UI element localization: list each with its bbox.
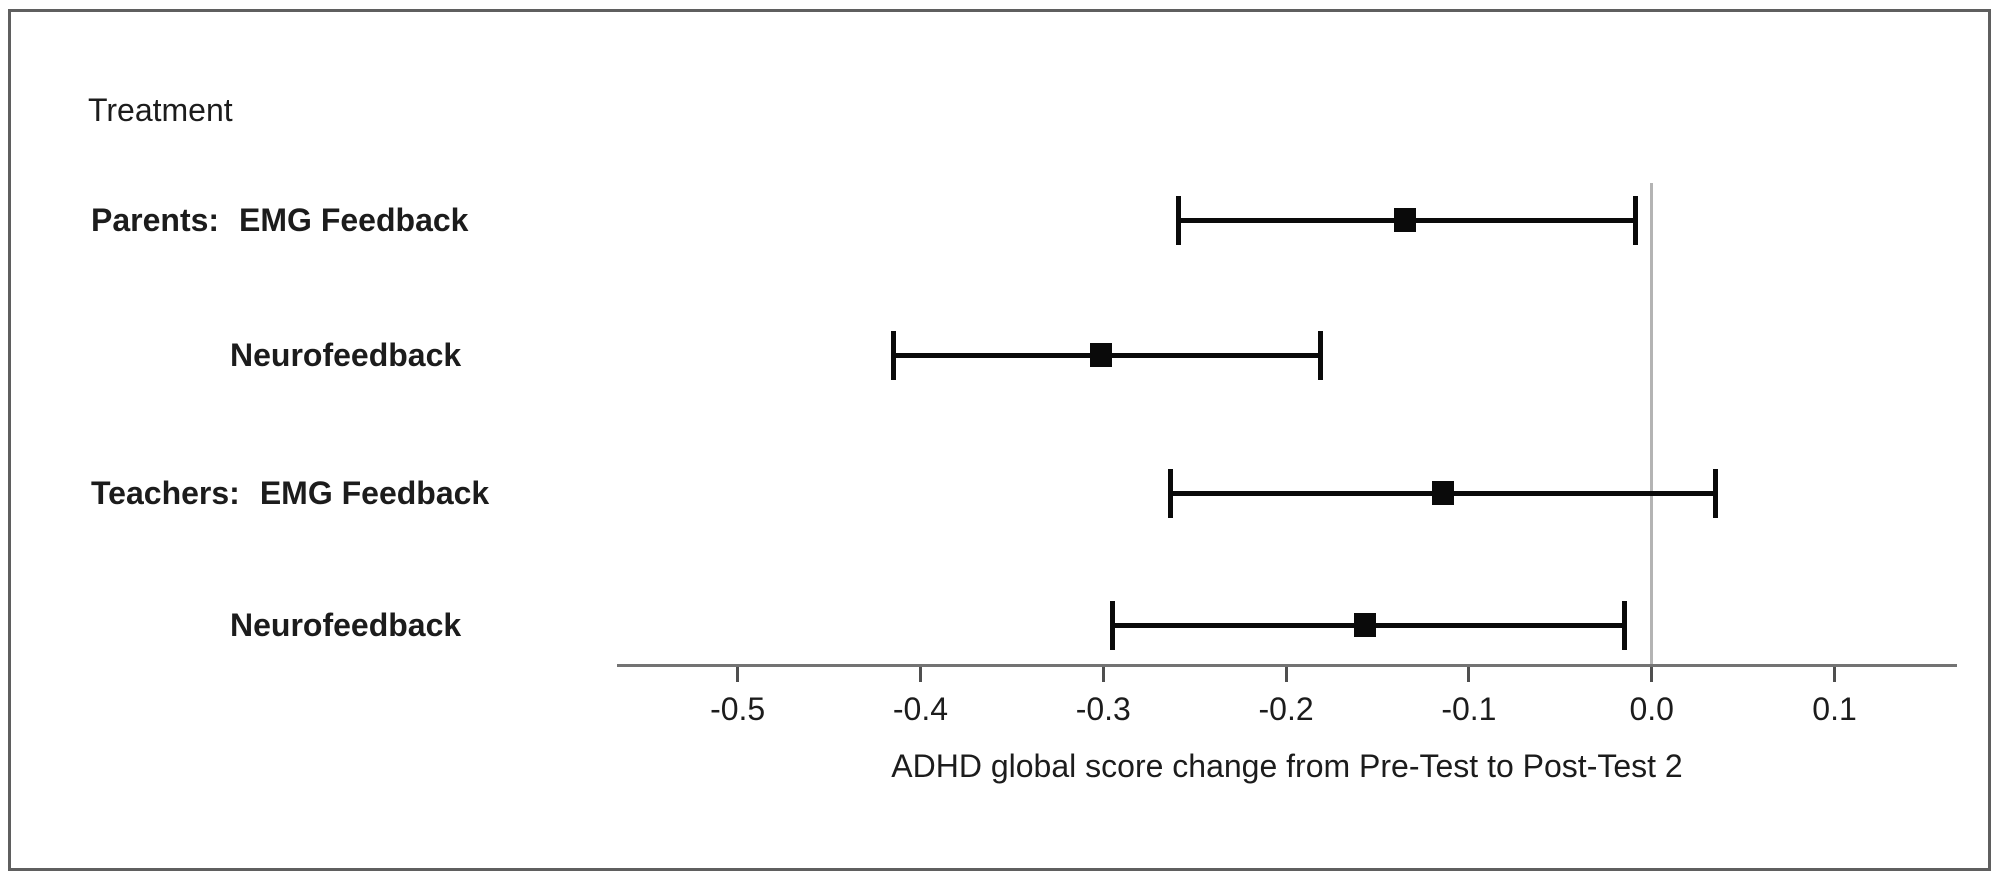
row-label: Neurofeedback [91,605,461,645]
row-label: Parents: EMG Feedback [91,200,468,240]
mean-marker [1090,343,1113,367]
x-axis-line [617,664,1957,667]
x-axis-tick [1101,667,1105,682]
group-label: Parents: [91,202,220,238]
mean-marker [1393,208,1416,232]
x-axis-tick [736,667,740,682]
treatment-label: Neurofeedback [230,337,462,373]
x-axis-tick-label: -0.3 [1075,691,1131,727]
x-axis-tick-label: -0.4 [892,691,949,727]
x-axis-tick-label: 0.0 [1629,691,1674,727]
ci-cap-high [1713,468,1719,518]
x-axis-tick-label: -0.1 [1441,691,1497,727]
x-axis-tick [1650,667,1654,682]
x-axis-title: ADHD global score change from Pre-Test t… [891,748,1683,784]
ci-cap-low [1168,468,1174,518]
treatment-label: Neurofeedback [230,607,462,643]
group-label: Teachers: [91,475,240,511]
ci-cap-low [890,330,896,380]
ci-cap-low [1175,195,1181,245]
treatment-label: EMG Feedback [259,475,490,511]
x-axis-tick-label: 0.1 [1812,691,1857,727]
ci-cap-high [1632,195,1638,245]
x-axis-tick [918,667,922,682]
zero-reference-line [1650,183,1654,666]
x-axis-tick-label: -0.5 [710,691,766,727]
x-axis-tick-label: -0.2 [1258,691,1314,727]
row-label: Neurofeedback [91,335,461,375]
ci-cap-high [1318,330,1324,380]
x-axis-tick [1467,667,1471,682]
treatment-label: EMG Feedback [239,202,469,238]
mean-marker [1353,613,1376,637]
x-axis-tick [1833,667,1837,682]
ci-cap-high [1621,600,1627,650]
row-label: Teachers: EMG Feedback [91,473,489,513]
column-header: Treatment [88,92,233,128]
mean-marker [1432,481,1455,505]
ci-cap-low [1109,600,1115,650]
x-axis-tick [1284,667,1288,682]
chart-frame [8,9,1991,871]
